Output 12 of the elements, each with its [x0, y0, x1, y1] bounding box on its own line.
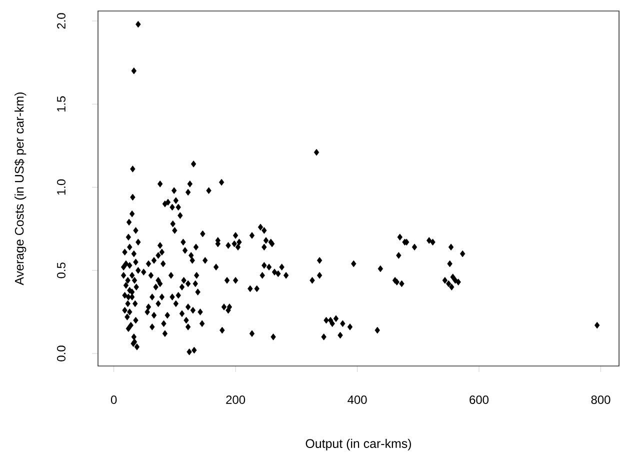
y-tick-label: 2.0 [57, 13, 66, 29]
y-tick-label: 1.5 [57, 96, 66, 112]
x-tick-label: 200 [226, 396, 246, 404]
y-tick-label: 1.0 [57, 179, 66, 195]
x-tick-label: 400 [348, 396, 367, 404]
y-axis-title: Average Costs (in US$ per car-km) [14, 92, 26, 286]
x-axis-title: Output (in car-kms) [306, 438, 411, 450]
y-tick-label: 0.0 [57, 346, 66, 362]
y-tick-label: 0.5 [57, 262, 66, 278]
x-tick-label: 800 [591, 396, 610, 404]
x-tick-label: 600 [470, 396, 489, 404]
x-tick-label: 0 [110, 396, 117, 404]
